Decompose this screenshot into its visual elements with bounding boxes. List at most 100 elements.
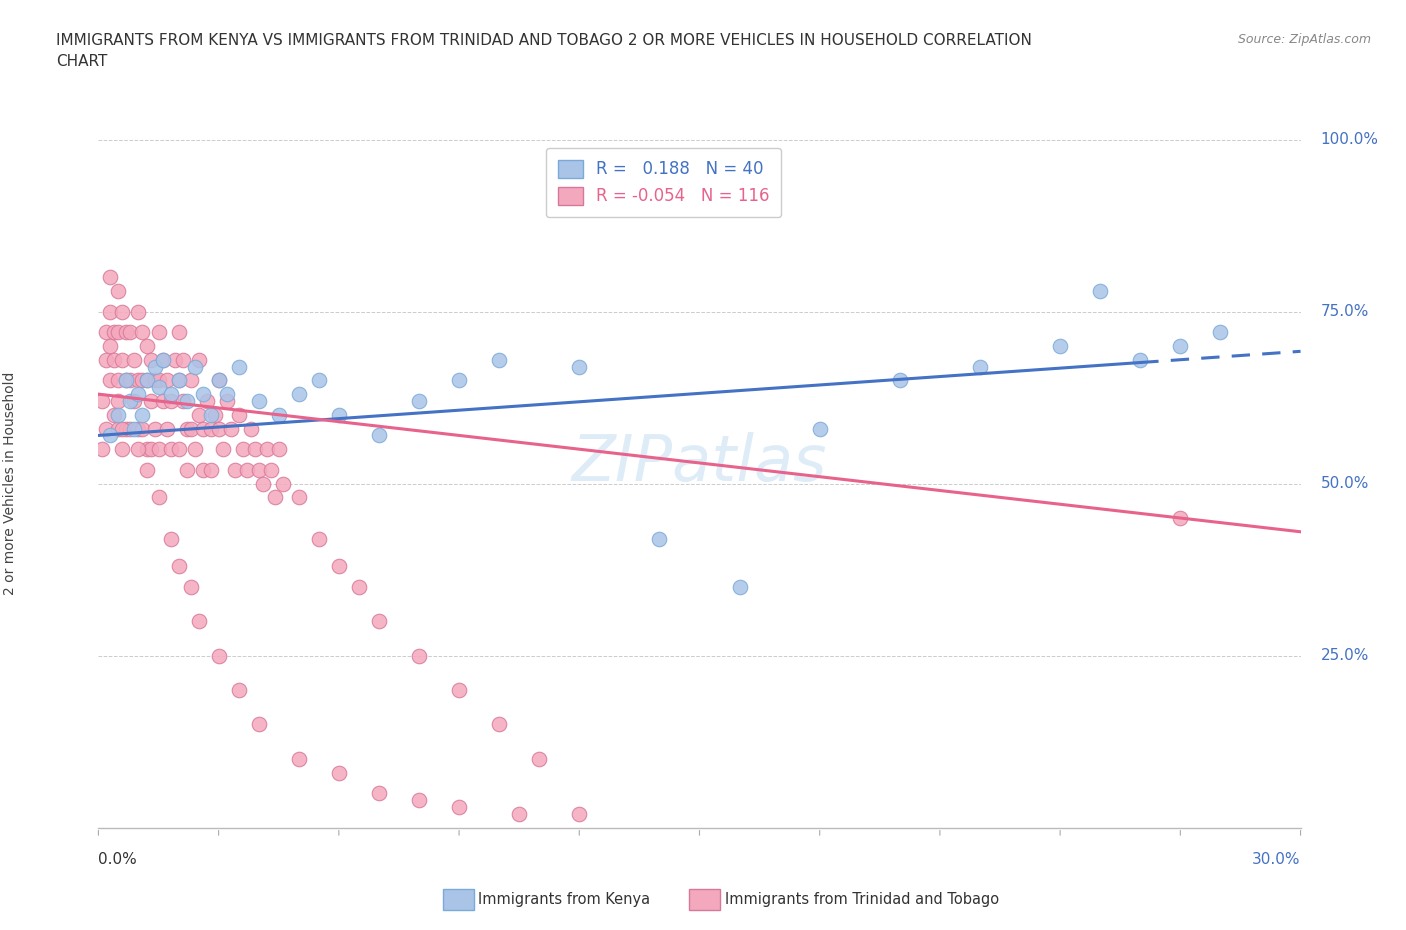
Point bbox=[167, 373, 190, 388]
Point bbox=[368, 614, 391, 629]
Point bbox=[155, 373, 177, 388]
Point bbox=[648, 531, 671, 546]
Text: CHART: CHART bbox=[56, 54, 108, 69]
Point bbox=[103, 407, 125, 422]
Text: 0.0%: 0.0% bbox=[98, 852, 138, 867]
Point bbox=[124, 421, 146, 436]
Point bbox=[215, 393, 238, 408]
Point bbox=[228, 407, 250, 422]
Point bbox=[100, 304, 122, 319]
Point bbox=[115, 373, 138, 388]
Point bbox=[180, 373, 202, 388]
Point bbox=[508, 806, 530, 821]
Point bbox=[243, 442, 266, 457]
Point bbox=[180, 421, 202, 436]
Point bbox=[128, 421, 150, 436]
Point bbox=[143, 359, 166, 374]
Point bbox=[408, 792, 430, 807]
Point bbox=[232, 442, 254, 457]
Point bbox=[172, 352, 194, 367]
Point bbox=[115, 421, 138, 436]
Point bbox=[447, 800, 470, 815]
Point bbox=[215, 387, 238, 402]
Point bbox=[208, 421, 231, 436]
Point bbox=[163, 352, 186, 367]
Point bbox=[148, 325, 170, 339]
Point bbox=[176, 421, 198, 436]
Point bbox=[131, 421, 153, 436]
Point bbox=[183, 359, 205, 374]
Point bbox=[728, 579, 751, 594]
Point bbox=[191, 462, 214, 477]
Text: Immigrants from Trinidad and Tobago: Immigrants from Trinidad and Tobago bbox=[725, 892, 1000, 907]
Point bbox=[287, 387, 309, 402]
Point bbox=[172, 393, 194, 408]
Point bbox=[135, 462, 157, 477]
Point bbox=[200, 407, 222, 422]
Point bbox=[183, 442, 205, 457]
Point bbox=[167, 325, 190, 339]
Point bbox=[111, 352, 134, 367]
Point bbox=[211, 442, 233, 457]
Point bbox=[1170, 339, 1192, 353]
Point bbox=[308, 373, 330, 388]
Text: 75.0%: 75.0% bbox=[1320, 304, 1369, 319]
Point bbox=[167, 373, 190, 388]
Point bbox=[96, 325, 118, 339]
Point bbox=[159, 531, 181, 546]
Point bbox=[128, 442, 150, 457]
Point bbox=[208, 648, 231, 663]
Point bbox=[159, 442, 181, 457]
Point bbox=[100, 270, 122, 285]
Point bbox=[107, 393, 129, 408]
Point bbox=[308, 531, 330, 546]
Point bbox=[219, 421, 242, 436]
Point bbox=[135, 373, 157, 388]
Point bbox=[115, 325, 138, 339]
Point bbox=[128, 387, 150, 402]
Point bbox=[135, 339, 157, 353]
Point bbox=[195, 393, 218, 408]
Point bbox=[135, 442, 157, 457]
Point bbox=[131, 407, 153, 422]
Point bbox=[200, 462, 222, 477]
Point bbox=[120, 393, 142, 408]
Point bbox=[247, 393, 270, 408]
Point bbox=[139, 393, 162, 408]
Point bbox=[120, 421, 142, 436]
Point bbox=[408, 648, 430, 663]
Point bbox=[100, 373, 122, 388]
Point bbox=[969, 359, 991, 374]
Text: 100.0%: 100.0% bbox=[1320, 132, 1379, 147]
Point bbox=[187, 407, 209, 422]
Text: Immigrants from Kenya: Immigrants from Kenya bbox=[478, 892, 650, 907]
Point bbox=[111, 304, 134, 319]
Point bbox=[152, 352, 174, 367]
Point bbox=[271, 476, 294, 491]
Point bbox=[191, 387, 214, 402]
Point bbox=[208, 373, 231, 388]
Point bbox=[1129, 352, 1152, 367]
Point bbox=[103, 325, 125, 339]
Point bbox=[120, 373, 142, 388]
Point bbox=[204, 407, 226, 422]
Point bbox=[187, 614, 209, 629]
Text: 30.0%: 30.0% bbox=[1253, 852, 1301, 867]
Point bbox=[159, 387, 181, 402]
Legend: R =   0.188   N = 40, R = -0.054   N = 116: R = 0.188 N = 40, R = -0.054 N = 116 bbox=[546, 148, 780, 217]
Point bbox=[256, 442, 278, 457]
Point bbox=[287, 490, 309, 505]
Point bbox=[100, 428, 122, 443]
Point bbox=[287, 751, 309, 766]
Text: 25.0%: 25.0% bbox=[1320, 648, 1369, 663]
Point bbox=[263, 490, 285, 505]
Point bbox=[1170, 511, 1192, 525]
Point bbox=[139, 352, 162, 367]
Point bbox=[167, 559, 190, 574]
Point bbox=[1088, 284, 1111, 299]
Point bbox=[143, 421, 166, 436]
Point bbox=[100, 339, 122, 353]
Point bbox=[148, 490, 170, 505]
Point bbox=[447, 683, 470, 698]
Point bbox=[107, 284, 129, 299]
